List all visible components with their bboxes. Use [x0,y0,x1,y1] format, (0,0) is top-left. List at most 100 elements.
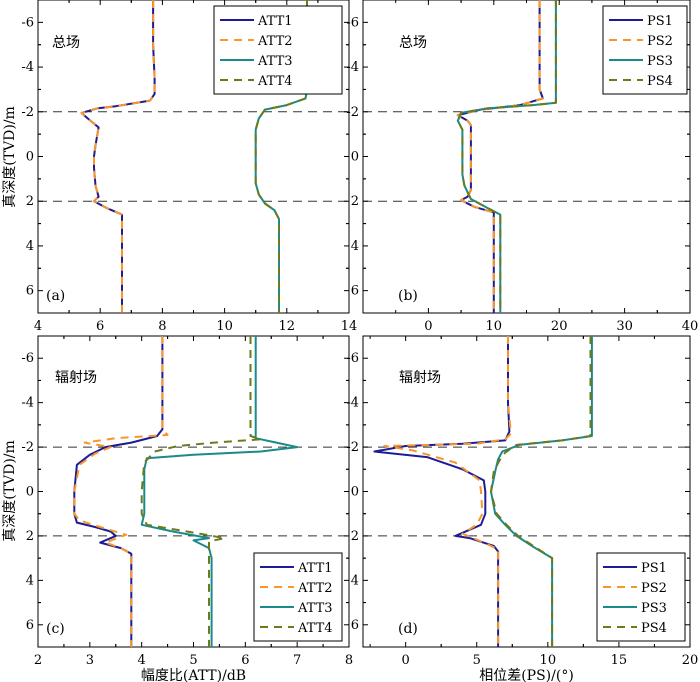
y-tick-label: 6 [351,284,359,299]
x-axis-label: 相位差(PS)/(°) [479,668,574,682]
x-tick-label: 0 [402,653,410,668]
y-tick-label: -6 [21,351,34,366]
legend-entry: ATT1 [257,14,293,29]
field-annotation: 总场 [52,35,80,51]
y-tick-label: 0 [351,150,359,165]
series-group [456,0,557,313]
x-tick-label: 10 [540,653,557,668]
legend-entry: PS4 [641,621,667,636]
x-tick-label: 7 [293,653,301,668]
y-tick-label: 0 [26,485,34,500]
y-tick-label: -2 [346,440,359,455]
legend-entry: PS1 [647,14,673,29]
series-line-att3 [140,336,299,647]
series-group [373,336,593,647]
x-tick-label: 4 [34,319,42,334]
y-tick-label: -6 [21,15,34,30]
y-tick-label: 2 [351,194,359,209]
y-tick-label: -4 [346,396,359,411]
legend-entry: ATT1 [297,561,333,576]
legend: PS1 PS2 PS3 PS4 [596,552,686,642]
y-axis-label-top: 真深度(TVD)/m [2,106,18,208]
y-tick-label: 4 [26,573,34,588]
panel-a: -6 -4 -2 0 2 4 6 4 6 8 10 12 14 总场 (a) ATT1 ATT2 ATT3 ATT4 [21,0,357,334]
field-annotation: 辐射场 [55,370,97,386]
series-line-att2 [73,336,169,647]
series-group [73,336,299,647]
y-tick-label: -6 [346,351,359,366]
legend-entry: PS2 [641,581,667,596]
x-tick-label: 5 [189,653,197,668]
x-tick-label: 10 [486,319,503,334]
y-tick-label: 2 [26,529,34,544]
legend-entry: ATT3 [257,54,293,69]
panel-label: (c) [46,621,65,637]
series-line-ps4 [456,0,557,313]
panel-label: (b) [398,288,418,304]
y-tick-label: 2 [351,529,359,544]
legend-entry: ATT4 [257,74,293,89]
y-tick-label: 6 [26,284,34,299]
panel-label: (a) [46,288,65,304]
x-tick-label: 6 [241,653,249,668]
x-axis-label: 幅度比(ATT)/dB [141,668,246,682]
series-line-ps2 [383,336,512,647]
legend-entry: ATT2 [297,581,333,596]
y-tick-label: 4 [26,239,34,254]
legend-entry: ATT3 [297,601,333,616]
legend: PS1 PS2 PS3 PS4 [602,5,688,95]
y-tick-label: 4 [351,573,359,588]
y-tick-label: -2 [21,105,34,120]
panel-label: (d) [398,621,418,637]
x-tick-label: 30 [616,319,633,334]
y-tick-label: 0 [26,150,34,165]
panel-b: -6 -4 -2 0 2 4 6 0 10 20 30 40 总场 (b) PS1 PS2 PS3 PS4 [346,0,698,334]
x-tick-label: 10 [216,319,233,334]
x-tick-label: 20 [551,319,568,334]
x-tick-label: 2 [34,653,42,668]
series-line-ps3 [490,336,593,647]
legend-entry: ATT4 [297,621,333,636]
y-tick-label: 4 [351,239,359,254]
x-tick-label: 4 [138,653,146,668]
x-tick-label: 8 [158,319,166,334]
x-tick-label: 12 [279,319,296,334]
legend-entry: PS3 [641,601,667,616]
x-tick-label: 0 [424,319,432,334]
x-tick-label: 6 [96,319,104,334]
field-annotation: 总场 [399,35,427,51]
legend-entry: ATT2 [257,34,293,49]
legend-entry: PS3 [647,54,673,69]
y-tick-label: 6 [26,618,34,633]
x-tick-label: 20 [682,653,699,668]
series-line-att1 [80,0,156,313]
x-tick-label: 40 [682,319,699,334]
series-line-att2 [80,0,156,313]
series-line-att4 [140,336,262,647]
series-line-ps1 [373,336,511,647]
y-tick-label: -4 [21,60,34,75]
field-annotation: 辐射场 [399,370,441,386]
series-group [80,0,308,313]
y-axis-label-bottom: 真深度(TVD)/m [2,440,18,542]
y-tick-label: -4 [21,396,34,411]
series-line-att4 [254,0,308,313]
panels: -6 -4 -2 0 2 4 6 4 6 8 10 12 14 总场 (a) ATT1 ATT2 ATT3 ATT4… [21,0,698,682]
x-tick-label: 5 [473,653,481,668]
series-line-ps2 [456,0,544,313]
legend-entry: PS4 [647,74,673,89]
y-tick-label: -6 [346,15,359,30]
x-tick-label: 14 [341,319,358,334]
x-tick-label: 8 [345,653,353,668]
y-tick-label: -2 [346,105,359,120]
series-line-ps4 [490,336,592,647]
y-tick-label: 2 [26,194,34,209]
x-tick-label: 15 [611,653,628,668]
legend: ATT1 ATT2 ATT3 ATT4 [253,552,343,642]
y-tick-label: -4 [346,60,359,75]
y-tick-label: 6 [351,618,359,633]
x-tick-label: 3 [86,653,94,668]
